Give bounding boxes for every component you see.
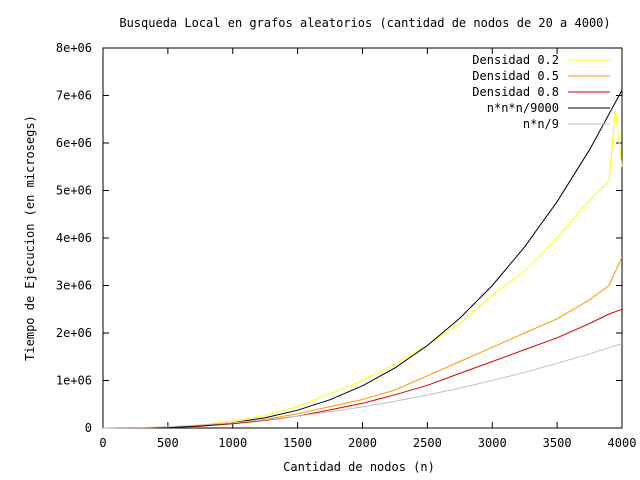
legend-label: n*n/9 [523, 117, 559, 131]
y-tick-label: 5e+06 [56, 184, 92, 198]
y-tick-label: 3e+06 [56, 279, 92, 293]
legend-label: n*n*n/9000 [487, 101, 559, 115]
x-tick-label: 2000 [348, 436, 377, 450]
y-axis-label: Tiempo de Ejecucion (en microsegs) [23, 115, 37, 361]
y-tick-label: 1e+06 [56, 374, 92, 388]
y-tick-label: 6e+06 [56, 136, 92, 150]
y-tick-label: 8e+06 [56, 41, 92, 55]
x-tick-label: 0 [99, 436, 106, 450]
x-tick-label: 500 [157, 436, 179, 450]
y-tick-label: 0 [85, 421, 92, 435]
y-tick-label: 7e+06 [56, 89, 92, 103]
series-line-5 [102, 343, 623, 429]
legend-label: Densidad 0.2 [472, 53, 559, 67]
series-lines [102, 89, 623, 429]
legend: Densidad 0.2 Densidad 0.5 Densidad 0.8 n*n*… [472, 53, 610, 131]
series-line-1 [105, 109, 623, 429]
x-tick-label: 2500 [413, 436, 442, 450]
chart-title: Busqueda Local en grafos aleatorios (can… [119, 16, 610, 30]
x-tick-label: 3500 [543, 436, 572, 450]
series-line-4 [102, 89, 623, 429]
y-tick-label: 4e+06 [56, 231, 92, 245]
x-tick-label: 4000 [608, 436, 637, 450]
x-tick-label: 1000 [218, 436, 247, 450]
series-line-3 [105, 308, 623, 429]
axis-ticks: 0 500 1000 1500 2000 2500 3000 3500 4000 0 1e+06 2e… [56, 41, 637, 450]
x-tick-label: 1500 [283, 436, 312, 450]
legend-label: Densidad 0.8 [472, 85, 559, 99]
legend-label: Densidad 0.5 [472, 69, 559, 83]
x-tick-label: 3000 [478, 436, 507, 450]
x-axis-label: Cantidad de nodos (n) [283, 460, 435, 474]
y-tick-label: 2e+06 [56, 326, 92, 340]
